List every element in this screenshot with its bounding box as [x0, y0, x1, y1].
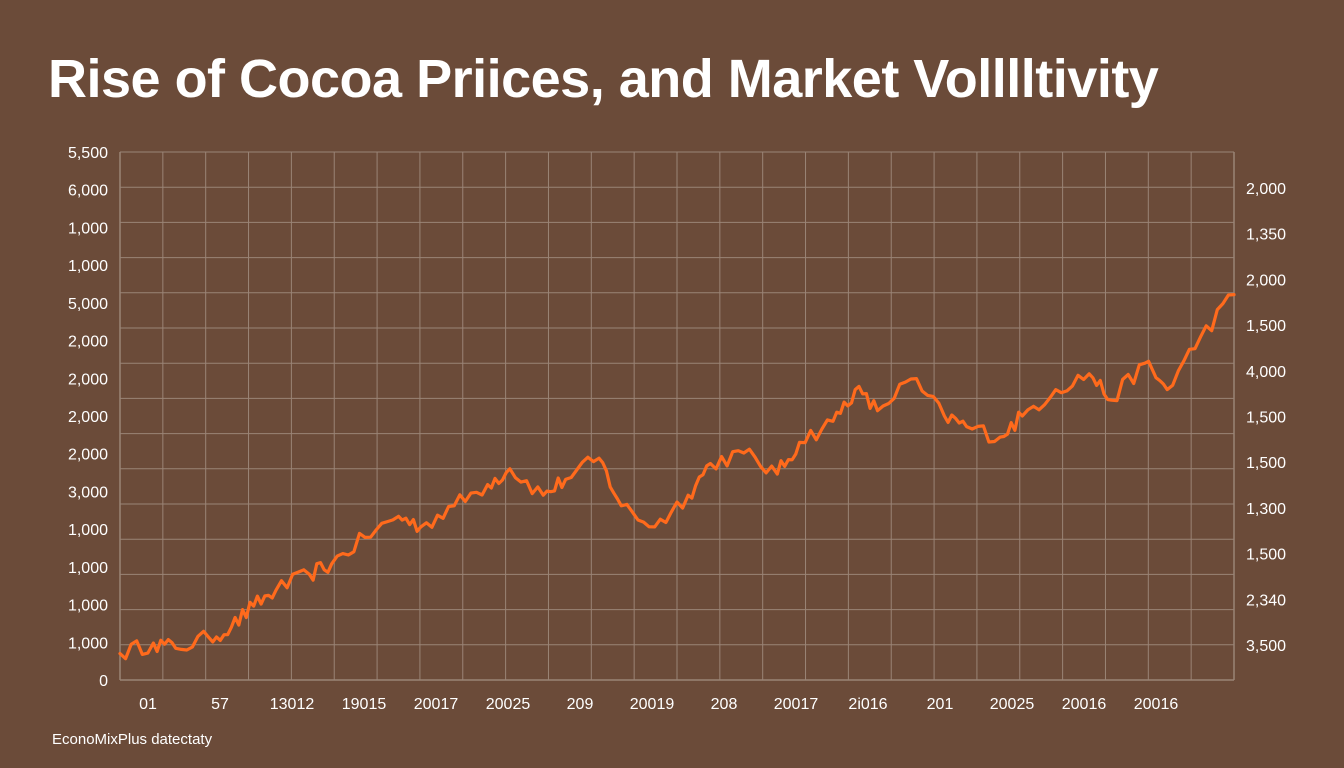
left-axis-tick-label: 1,000	[68, 258, 108, 275]
x-axis-tick-label: 57	[211, 696, 229, 713]
left-axis-tick-label: 2,000	[68, 409, 108, 426]
right-axis-tick-label: 1,500	[1246, 318, 1286, 335]
x-axis-tick-label: 20019	[630, 696, 675, 713]
right-axis-tick-label: 4,000	[1246, 364, 1286, 381]
x-axis-tick-label: 209	[567, 696, 594, 713]
right-axis-tick-label: 1,500	[1246, 547, 1286, 564]
x-axis-tick-label: 201	[927, 696, 954, 713]
left-axis-tick-label: 5,000	[68, 296, 108, 313]
source-credit: EconoMixPlus datectaty	[52, 731, 213, 748]
left-axis-tick-label: 5,500	[68, 145, 108, 162]
x-axis-tick-label: 01	[139, 696, 157, 713]
left-axis-tick-label: 1,000	[68, 598, 108, 615]
left-axis-tick-label: 1,000	[68, 635, 108, 652]
right-axis-tick-label: 3,500	[1246, 638, 1286, 655]
right-axis-tick-label: 2,000	[1246, 272, 1286, 289]
right-axis-tick-labels: 2,000 1,350 2,000 1,500 4,000 1,500 1,500 1,300…	[1246, 181, 1286, 655]
right-axis-tick-label: 1,350	[1246, 227, 1286, 244]
left-axis-tick-label: 2,000	[68, 334, 108, 351]
x-axis-tick-label: 20016	[1062, 696, 1107, 713]
x-axis-tick-label: 13012	[270, 696, 315, 713]
left-axis-tick-label: 6,000	[68, 183, 108, 200]
vertical-gridlines	[162, 152, 1192, 680]
left-axis-tick-label: 3,000	[68, 484, 108, 501]
x-axis-tick-label: 20017	[774, 696, 819, 713]
left-axis-tick-label: 0	[99, 673, 108, 690]
right-axis-tick-label: 1,500	[1246, 455, 1286, 472]
chart-title: Rise of Cocoa Priices, and Market Vollll…	[48, 49, 1159, 109]
left-axis-tick-label: 1,000	[68, 560, 108, 577]
x-axis-tick-label: 208	[711, 696, 738, 713]
x-axis-tick-labels: 01 57 13012 19015 20017 20025 209 20019 208 20017…	[139, 696, 1178, 713]
series-line-cocoa-price	[118, 293, 1236, 661]
right-axis-tick-label: 2,000	[1246, 181, 1286, 198]
left-axis-tick-label: 2,000	[68, 447, 108, 464]
left-axis-tick-labels: 5,500 6,000 1,000 1,000 5,000 2,000 2,000 2,000…	[68, 145, 108, 690]
x-axis-tick-label: 2i016	[848, 696, 887, 713]
x-axis-tick-label: 20025	[990, 696, 1035, 713]
left-axis-tick-label: 1,000	[68, 522, 108, 539]
right-axis-tick-label: 2,340	[1246, 592, 1286, 609]
x-axis-tick-label: 19015	[342, 696, 387, 713]
x-axis-tick-label: 20025	[486, 696, 531, 713]
right-axis-tick-label: 1,500	[1246, 410, 1286, 427]
x-axis-tick-label: 20017	[414, 696, 459, 713]
x-axis-tick-label: 20016	[1134, 696, 1179, 713]
right-axis-tick-label: 1,300	[1246, 501, 1286, 518]
left-axis-tick-label: 2,000	[68, 371, 108, 388]
left-axis-tick-label: 1,000	[68, 220, 108, 237]
horizontal-gridlines	[120, 151, 1234, 646]
